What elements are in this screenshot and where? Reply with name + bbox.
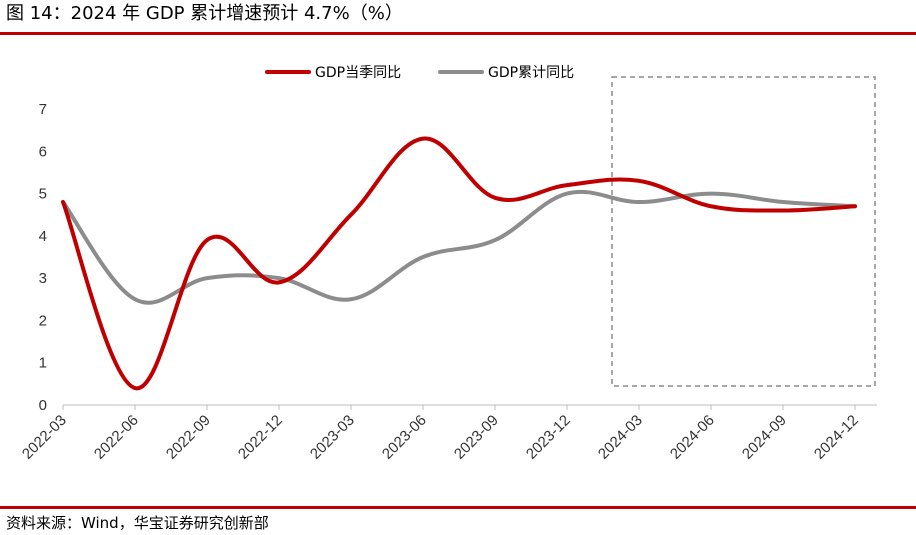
source-note: 资料来源：Wind，华宝证券研究创新部 [6,514,269,532]
chart-axes: 0 1 2 3 4 5 6 7 2022-03 2022-06 2022-09 2022-12 2023… [19,101,877,463]
x-tick-label: 2023-12 [523,412,574,463]
x-tick-label: 2024-09 [739,412,790,463]
y-tick-label: 7 [39,101,47,118]
x-tick-label: 2023-06 [379,412,430,463]
series-line-quarterly-gdp [61,136,857,391]
forecast-dashed-box [611,76,876,387]
x-tick-label: 2024-06 [667,412,718,463]
legend-item-cumulative-gdp-label: GDP累计同比 [488,65,574,81]
y-tick-label: 5 [39,186,47,203]
y-tick-label: 0 [39,397,47,414]
legend-item-quarterly-gdp-label: GDP当季同比 [315,65,401,81]
x-tick-label: 2024-03 [595,412,646,463]
chart-title: 图 14：2024 年 GDP 累计增速预计 4.7%（%） [6,3,403,24]
x-tick-label: 2024-12 [811,412,862,463]
x-tick-label: 2022-09 [163,412,214,463]
x-tick-label: 2022-03 [19,412,70,463]
y-tick-label: 1 [39,355,47,372]
chart-legend: GDP当季同比 GDP累计同比 [265,65,574,81]
bottom-divider [0,506,916,509]
x-tick-label: 2022-06 [91,412,142,463]
forecast-highlight-box [611,76,876,387]
y-tick-label: 3 [39,270,47,287]
y-tick-label: 6 [39,143,47,160]
x-tick-label: 2023-09 [451,412,502,463]
x-tick-label: 2022-12 [235,412,286,463]
x-tick-label: 2023-03 [307,412,358,463]
y-tick-label: 2 [39,312,47,329]
top-divider [0,32,916,35]
y-tick-label: 4 [39,228,47,245]
series-lines [61,136,857,391]
